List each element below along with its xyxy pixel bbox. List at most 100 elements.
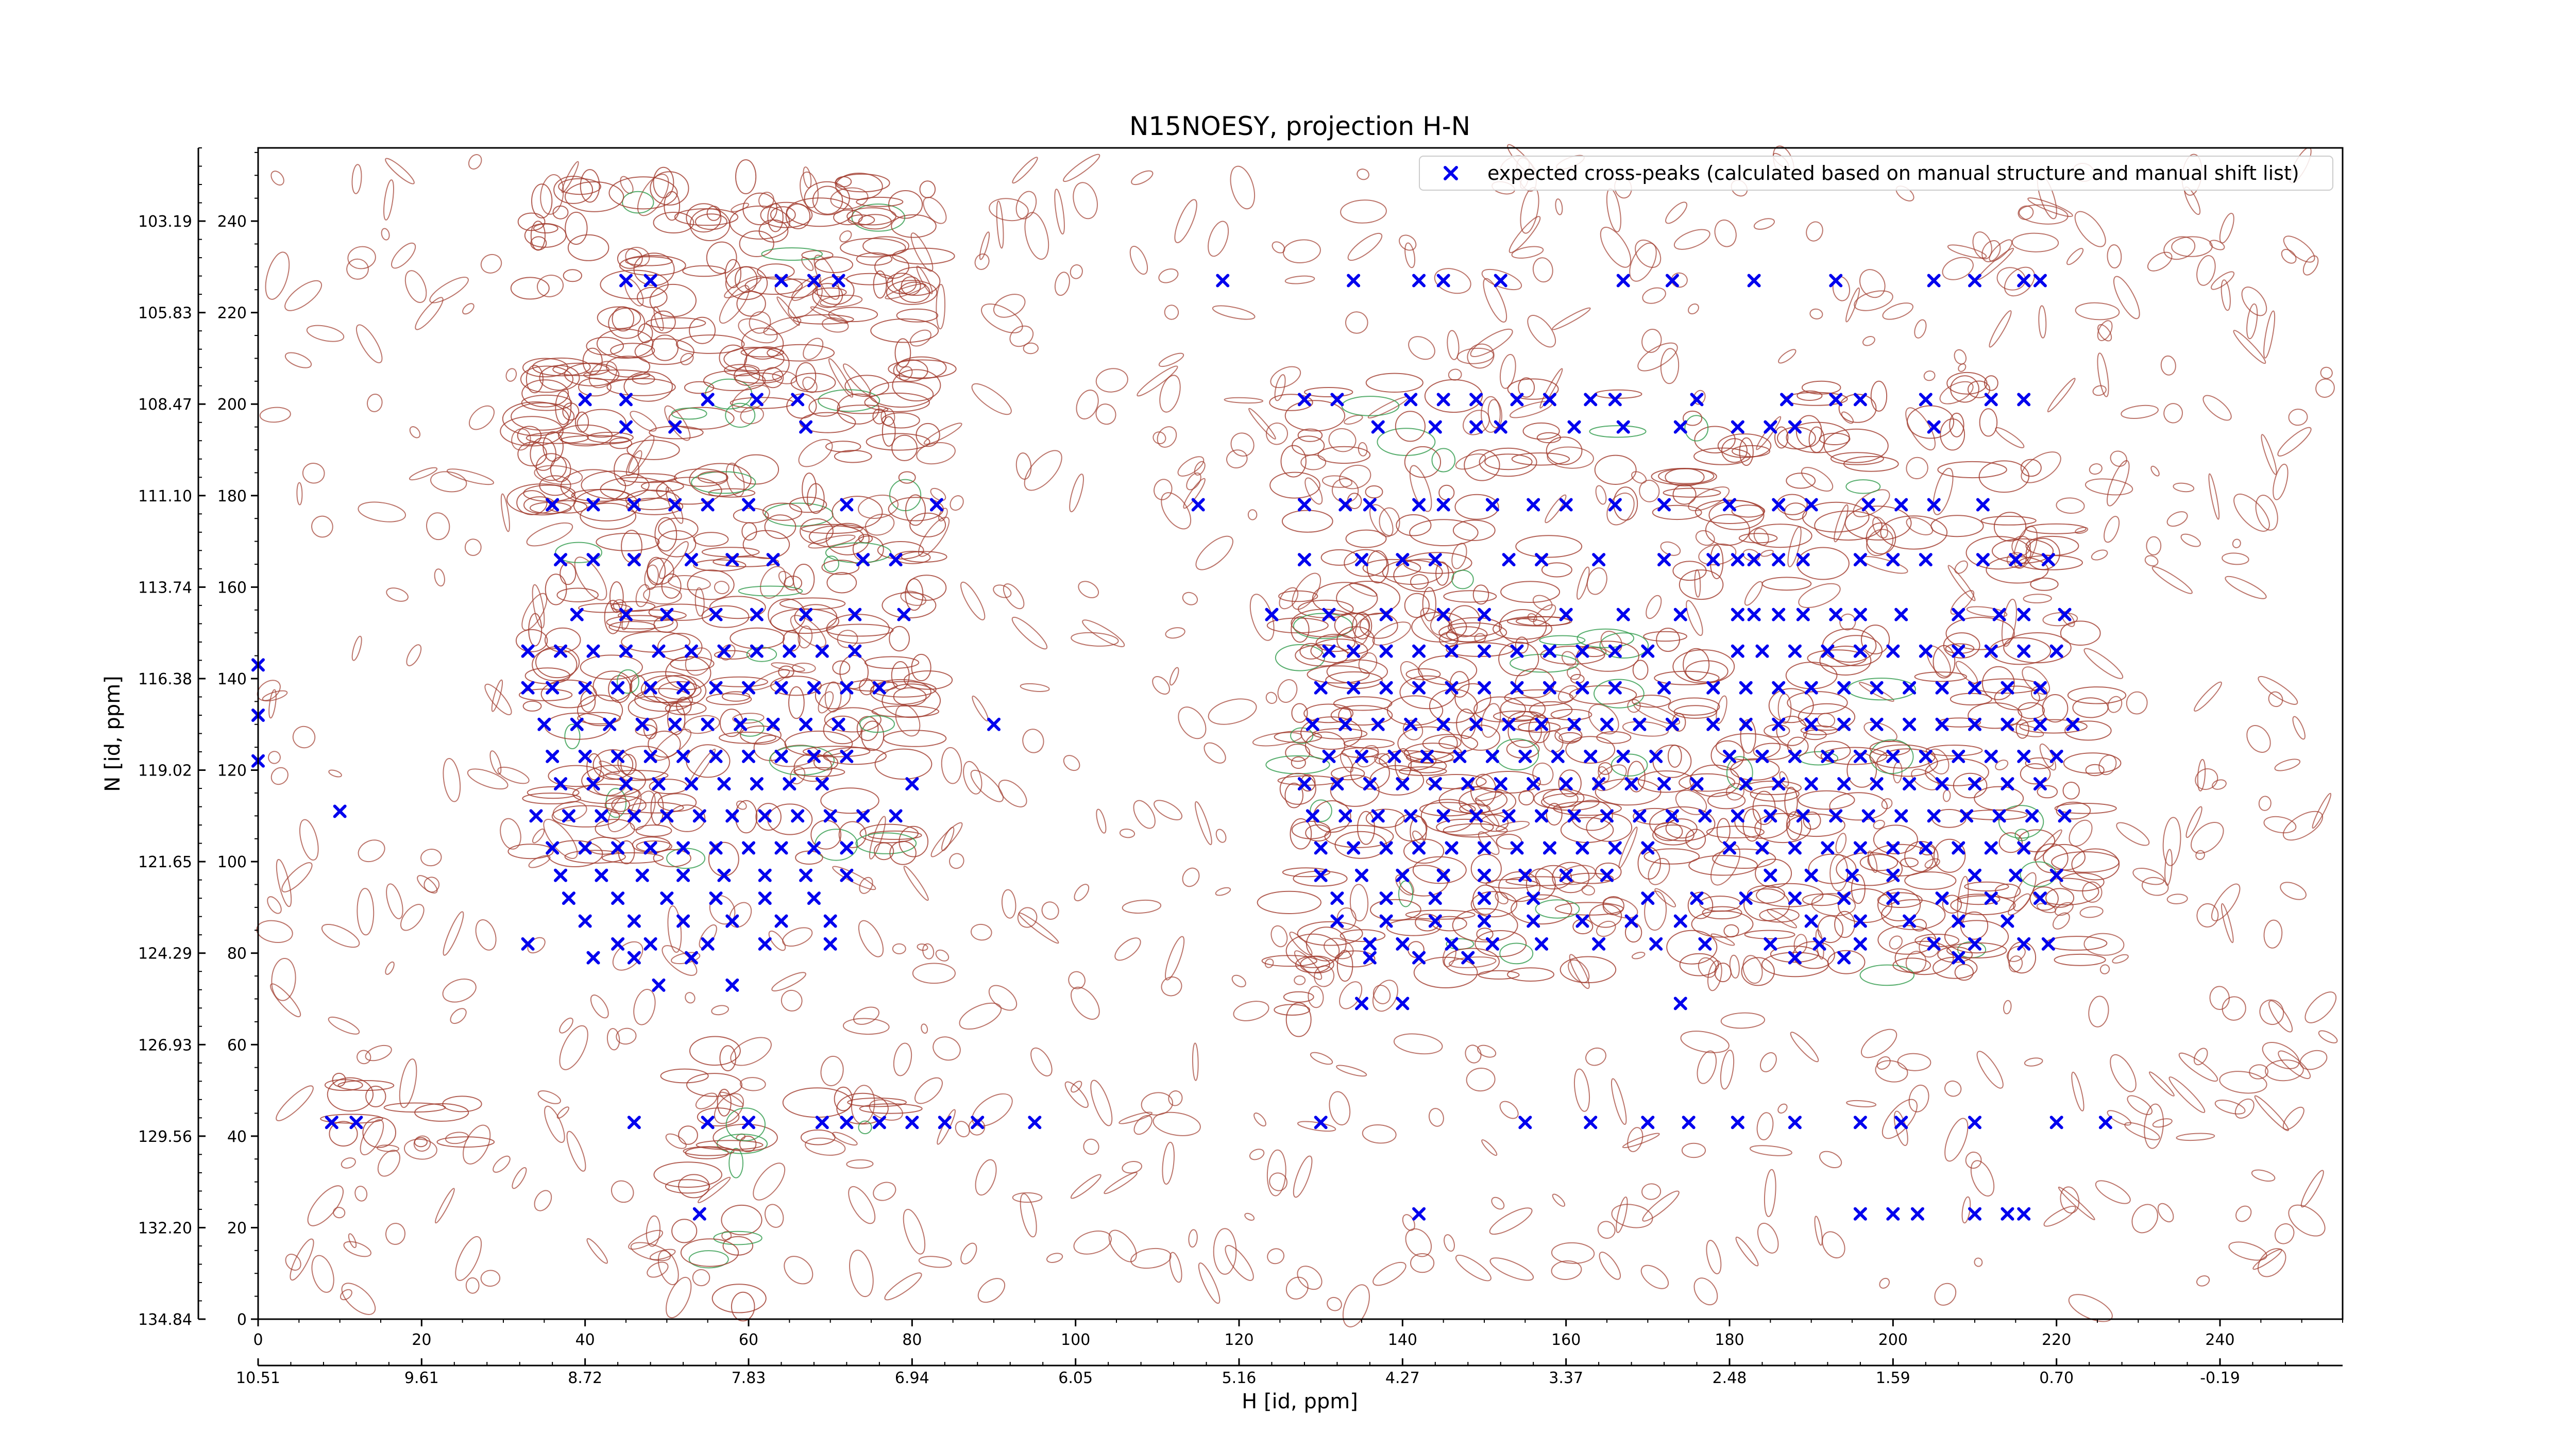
cross-peak-marker bbox=[766, 553, 780, 567]
contour-signal bbox=[888, 497, 944, 521]
contour-noise bbox=[667, 905, 682, 953]
cross-peak-marker bbox=[1543, 393, 1556, 407]
contour-noise bbox=[873, 1182, 896, 1201]
contour-noise bbox=[1015, 191, 1037, 220]
contour-noise bbox=[725, 462, 745, 497]
contour-noise bbox=[1764, 1169, 1776, 1217]
contour-noise bbox=[574, 557, 607, 601]
cross-peak-marker bbox=[1731, 1116, 1744, 1130]
cross-peak-marker bbox=[1927, 420, 1941, 434]
contour-noise bbox=[1082, 619, 1125, 647]
cross-peak-marker bbox=[1886, 868, 1900, 882]
cross-peak-marker bbox=[1804, 914, 1818, 928]
cross-peak-marker bbox=[1690, 777, 1704, 791]
contour-noise bbox=[1532, 762, 1554, 785]
cross-peak-marker bbox=[1330, 777, 1344, 791]
contour-signal bbox=[714, 650, 751, 660]
contour-signal bbox=[1867, 844, 1934, 877]
contour-signal bbox=[1303, 703, 1354, 723]
contour-signal bbox=[1688, 855, 1758, 876]
cross-peak-marker bbox=[586, 498, 600, 512]
contour-noise bbox=[465, 1277, 480, 1294]
cross-peak-marker bbox=[1379, 644, 1393, 658]
cross-peak-marker bbox=[1592, 937, 1606, 951]
contour-noise bbox=[972, 695, 989, 721]
cross-peak-marker bbox=[627, 498, 641, 512]
cross-peak-marker bbox=[1935, 777, 1949, 791]
contour-noise bbox=[1720, 1050, 1735, 1090]
contour-noise bbox=[556, 1106, 569, 1119]
contour-noise bbox=[2262, 1041, 2300, 1069]
contour-noise bbox=[1248, 408, 1276, 440]
cross-peak-marker bbox=[717, 868, 731, 882]
contour-signal bbox=[1330, 705, 1393, 726]
cross-peak-marker bbox=[521, 644, 535, 658]
y-ppm-tick-label: 116.38 bbox=[138, 670, 192, 688]
contour-noise bbox=[2195, 768, 2218, 790]
contour-noise bbox=[430, 471, 467, 493]
contour-noise bbox=[988, 985, 1018, 1011]
contour-signal bbox=[520, 365, 574, 393]
cross-peak-marker bbox=[709, 891, 723, 905]
contour-noise bbox=[2222, 552, 2249, 565]
contour-noise bbox=[491, 679, 503, 712]
cross-peak-marker bbox=[1502, 553, 1516, 567]
contour-noise bbox=[1714, 220, 1737, 247]
contour-signal bbox=[801, 524, 863, 534]
contour-noise bbox=[694, 587, 705, 617]
contour-noise bbox=[2273, 463, 2289, 500]
contour-signal bbox=[717, 1088, 732, 1117]
contour-signal bbox=[643, 719, 658, 739]
cross-peak-marker bbox=[1551, 749, 1565, 763]
contour-noise bbox=[2208, 473, 2220, 520]
contour-noise bbox=[559, 1017, 573, 1034]
contour-signal bbox=[1830, 452, 1884, 465]
cross-peak-marker bbox=[1436, 274, 1450, 288]
contour-noise bbox=[1481, 268, 1522, 291]
contour-signal bbox=[626, 440, 680, 460]
cross-peak-marker bbox=[1396, 868, 1410, 882]
cross-peak-marker bbox=[1772, 608, 1786, 621]
cross-peak-marker bbox=[750, 777, 764, 791]
cross-peak-marker bbox=[856, 809, 870, 823]
contour-noise bbox=[500, 818, 521, 850]
y-ppm-tick-label: 108.47 bbox=[138, 396, 192, 414]
contour-signal bbox=[507, 844, 554, 860]
cross-peak-marker bbox=[2001, 777, 2014, 791]
contour-noise bbox=[1068, 971, 1086, 989]
contour-noise bbox=[1071, 632, 1119, 647]
cross-peak-marker bbox=[627, 553, 641, 567]
contour-noise bbox=[2197, 759, 2206, 791]
contour-noise bbox=[1665, 201, 1688, 224]
x-axis-index: 0 20 40 60 80 100 120 140 160 180 200 220 240 bbox=[253, 1319, 2343, 1349]
contour-noise bbox=[1272, 241, 1285, 254]
contour-signal bbox=[532, 357, 591, 377]
contour-signal bbox=[1499, 942, 1534, 965]
contour-noise bbox=[1777, 1103, 1788, 1114]
cross-peak-marker bbox=[554, 868, 568, 882]
x-tick-label: 180 bbox=[1715, 1331, 1744, 1349]
contour-noise bbox=[729, 902, 752, 928]
x-tick-label: 240 bbox=[2205, 1331, 2234, 1349]
contour-noise bbox=[1277, 679, 1298, 703]
contour-noise bbox=[455, 1236, 482, 1281]
contour-signal bbox=[337, 1080, 395, 1091]
contour-noise bbox=[2196, 255, 2216, 286]
contour-noise bbox=[1463, 410, 1490, 435]
contour-noise bbox=[2318, 1030, 2338, 1043]
contour-noise bbox=[647, 1261, 669, 1278]
contour-noise bbox=[1130, 1248, 1172, 1269]
cross-peak-marker bbox=[1478, 608, 1491, 621]
x-ppm-tick-label: 5.16 bbox=[1222, 1369, 1257, 1387]
contour-signal bbox=[689, 463, 752, 497]
contour-noise bbox=[893, 1042, 912, 1076]
contour-noise bbox=[534, 1190, 552, 1211]
cross-peak-marker bbox=[1772, 553, 1786, 567]
contour-noise bbox=[262, 690, 288, 702]
contour-noise bbox=[1372, 985, 1391, 1004]
contour-signal bbox=[1310, 638, 1368, 664]
cross-peak-marker bbox=[1952, 951, 1965, 965]
contour-signal bbox=[825, 441, 861, 452]
contour-noise bbox=[599, 761, 620, 774]
contour-noise bbox=[1372, 980, 1398, 1012]
